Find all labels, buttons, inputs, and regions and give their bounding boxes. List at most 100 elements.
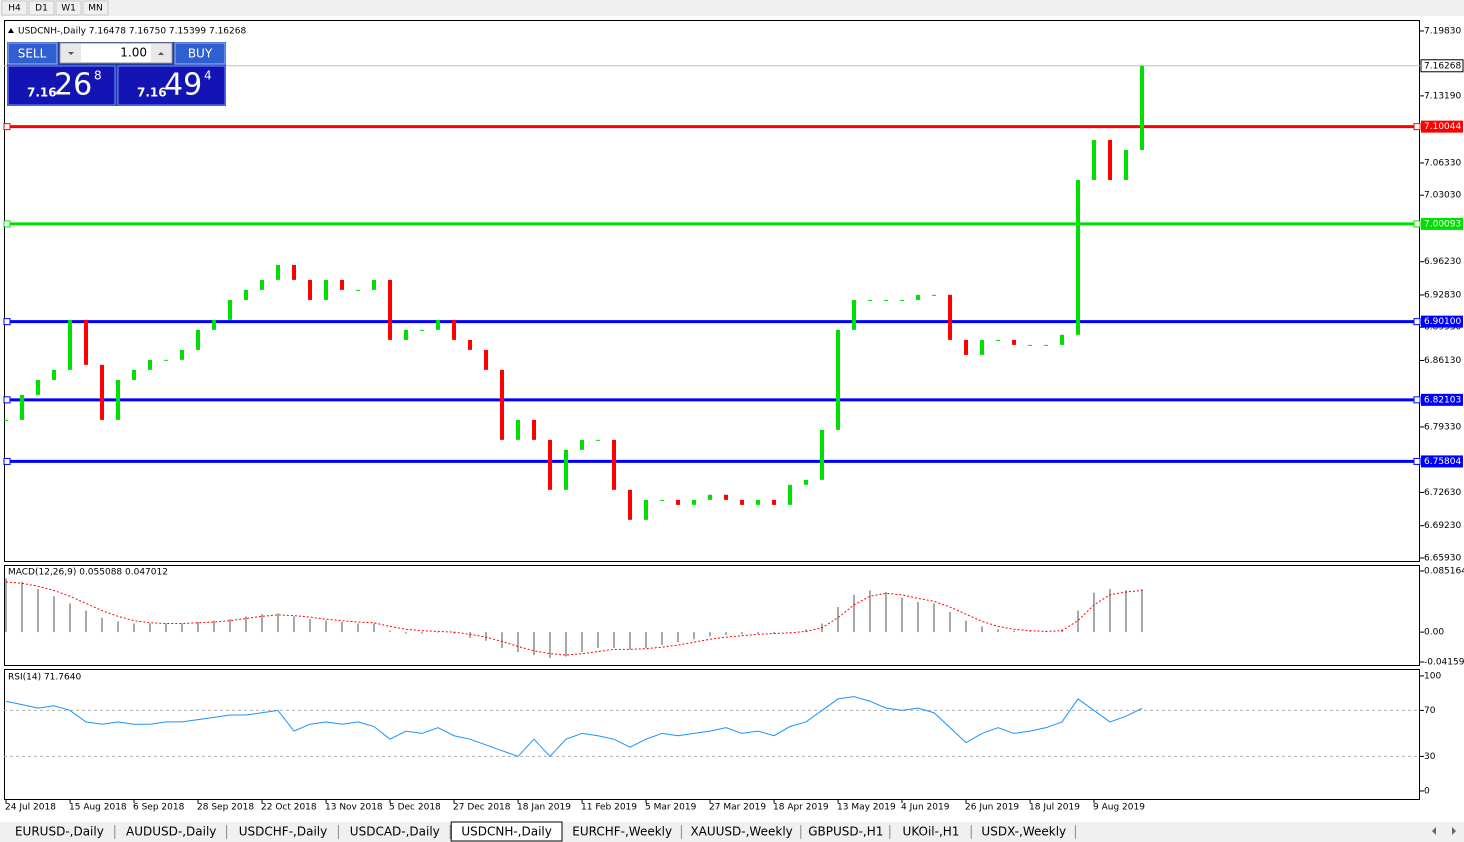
macd-bar	[565, 632, 567, 657]
signal-line	[5, 581, 1143, 656]
x-tick-label: 11 Feb 2019	[581, 803, 637, 813]
macd-bar	[469, 632, 471, 638]
candle	[356, 289, 360, 291]
ask-big: 49	[164, 68, 202, 103]
plots: 7.19830 7.13190 7.06330 7.03030 6.96230 6.928…	[3, 26, 1464, 813]
y-tick-label: 6.69230	[1424, 521, 1461, 531]
candle	[420, 329, 424, 331]
x-tick-label: 15 Aug 2018	[69, 803, 127, 813]
sell-label[interactable]: SELL	[18, 47, 47, 61]
level-handle[interactable]	[1413, 396, 1421, 404]
level-handle[interactable]	[1413, 220, 1421, 228]
bid-box[interactable]	[7, 65, 116, 106]
candle	[1060, 334, 1064, 345]
macd-bar	[85, 610, 87, 633]
x-tick-label: 18 Jul 2019	[1029, 803, 1080, 813]
level-handle[interactable]	[3, 123, 11, 131]
tab-label[interactable]: USDCNH-,Daily	[461, 825, 552, 839]
macd-bar	[597, 632, 599, 648]
candle	[788, 484, 792, 505]
candle	[4, 419, 8, 421]
candle	[468, 339, 472, 350]
level-label-box	[1421, 455, 1463, 468]
macd-bar	[421, 632, 423, 634]
ask-box[interactable]	[117, 65, 226, 106]
tab-scroll-right[interactable]	[1452, 827, 1456, 835]
timeframe-bar	[0, 0, 1464, 16]
macd-bar	[261, 614, 263, 633]
macd-bar	[437, 632, 439, 633]
candle	[164, 359, 168, 361]
tab-active[interactable]	[450, 821, 563, 842]
volume-down-arrow	[68, 52, 74, 55]
buy-label[interactable]: BUY	[188, 47, 213, 61]
tab-scroll-left[interactable]	[1432, 827, 1436, 835]
y-tick-label: 7.06330	[1424, 158, 1461, 168]
candle	[1140, 65, 1144, 150]
candle	[756, 499, 760, 505]
timeframe-label[interactable]: W1	[61, 4, 76, 14]
tab-label[interactable]: EURCHF-,Weekly	[572, 825, 672, 839]
tab-label[interactable]: USDCHF-,Daily	[239, 825, 327, 839]
timeframe-label[interactable]: MN	[88, 4, 103, 14]
candle	[596, 439, 600, 441]
tab-label[interactable]: USDX-,Weekly	[981, 825, 1066, 839]
candle	[1108, 139, 1112, 180]
tab-label[interactable]: EURUSD-,Daily	[15, 825, 104, 839]
buy-button[interactable]	[174, 42, 226, 65]
candle	[740, 499, 744, 505]
tab-label[interactable]: USDCAD-,Daily	[350, 825, 440, 839]
level-handle[interactable]	[3, 396, 11, 404]
macd-bar	[741, 632, 743, 635]
timeframe-buttons: H4 D1 W1 MN	[1, 0, 109, 16]
level-handle[interactable]	[1413, 318, 1421, 326]
bid-sup: 8	[94, 69, 102, 83]
level-label: 6.75804	[1424, 457, 1461, 467]
timeframe-label[interactable]: D1	[35, 4, 48, 14]
sell-button[interactable]	[7, 42, 58, 65]
macd-bar	[213, 620, 215, 633]
level-handle[interactable]	[3, 318, 11, 326]
timeframe-button[interactable]	[28, 0, 55, 16]
y-tick-label: 0.00	[1424, 628, 1444, 638]
tab-label[interactable]: XAUUSD-,Weekly	[690, 825, 792, 839]
volume-value[interactable]: 1.00	[120, 46, 147, 60]
macd-bar	[1013, 630, 1015, 633]
tab-label[interactable]: AUDUSD-,Daily	[126, 825, 216, 839]
level-label-box	[1421, 315, 1463, 328]
level-handle[interactable]	[3, 220, 11, 228]
macd-bar	[53, 596, 55, 633]
candle	[548, 439, 552, 490]
x-tick-label: 13 May 2019	[837, 803, 896, 813]
macd-bar	[485, 632, 487, 641]
tab-label[interactable]: GBPUSD-,H1	[808, 825, 883, 839]
collapse-arrow[interactable]	[8, 28, 14, 33]
level-label: 7.10044	[1424, 122, 1461, 132]
tab-bar	[0, 822, 1464, 842]
macd-bar	[69, 603, 71, 633]
macd-bar	[1093, 592, 1095, 633]
candle	[196, 329, 200, 350]
candle	[836, 329, 840, 430]
volume-field[interactable]	[59, 42, 173, 64]
candle	[948, 294, 952, 340]
macd-title: MACD(12,26,9) 0.055088 0.047012	[8, 568, 168, 578]
timeframe-button[interactable]	[1, 0, 28, 16]
timeframe-label[interactable]: H4	[8, 4, 21, 14]
bid-big: 26	[54, 68, 92, 103]
level-handle[interactable]	[1413, 123, 1421, 131]
macd-bar	[453, 632, 455, 634]
candle	[964, 339, 968, 355]
macd-bar	[117, 621, 119, 633]
macd-bar	[917, 601, 919, 633]
timeframe-button[interactable]	[55, 0, 82, 16]
ask-sup: 4	[204, 69, 212, 83]
macd-bar	[757, 632, 759, 634]
level-handle[interactable]	[1413, 457, 1421, 465]
level-handle[interactable]	[3, 457, 11, 465]
tab-label[interactable]: UKOil-,H1	[903, 825, 960, 839]
timeframe-button[interactable]	[82, 0, 109, 16]
candle	[932, 294, 936, 296]
candle	[372, 279, 376, 290]
rsi-title: RSI(14) 71.7640	[8, 673, 81, 683]
